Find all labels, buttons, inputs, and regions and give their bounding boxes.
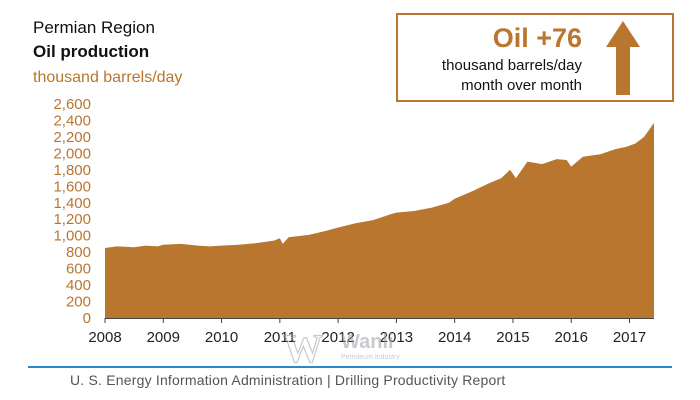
x-tick-label: 2010	[205, 329, 238, 346]
y-tick-label: 2,400	[53, 112, 91, 129]
up-arrow-icon	[606, 21, 640, 95]
x-tick-label: 2012	[321, 329, 354, 346]
x-tick-label: 2008	[88, 329, 121, 346]
area-series-oil-production	[105, 122, 654, 319]
y-tick-label: 800	[66, 244, 91, 261]
y-tick-label: 1,800	[53, 162, 91, 179]
footer-source: U. S. Energy Information Administration …	[70, 372, 506, 388]
area-chart: 02004006008001,0001,2001,4001,6001,8002,…	[53, 96, 654, 346]
unit-label: thousand barrels/day	[33, 69, 183, 86]
x-tick-label: 2009	[147, 329, 180, 346]
callout-period: month over month	[461, 77, 582, 94]
callout-unit: thousand barrels/day	[441, 57, 582, 74]
callout-headline: Oil +76	[492, 23, 582, 53]
footer-divider	[28, 366, 672, 368]
y-axis: 02004006008001,0001,2001,4001,6001,8002,…	[53, 96, 91, 327]
x-tick-label: 2014	[438, 329, 471, 346]
x-tick-label: 2013	[380, 329, 413, 346]
chart-title: Oil production	[33, 42, 150, 61]
y-tick-label: 600	[66, 261, 91, 278]
watermark-text: Wanli	[341, 331, 394, 353]
y-tick-label: 2,600	[53, 96, 91, 113]
y-tick-label: 400	[66, 277, 91, 294]
x-axis: 2008 2009 2010 2011 2012 2013 2014 2015 2016 2017	[88, 318, 654, 346]
y-tick-label: 1,200	[53, 211, 91, 228]
watermark-logo: W Wanli Petroleum Industry	[283, 326, 400, 370]
y-tick-label: 1,600	[53, 178, 91, 195]
y-tick-label: 2,200	[53, 129, 91, 146]
svg-text:W: W	[283, 326, 323, 370]
y-tick-label: 200	[66, 294, 91, 311]
y-tick-label: 2,000	[53, 145, 91, 162]
x-tick-label: 2015	[496, 329, 529, 346]
x-tick-label: 2016	[555, 329, 588, 346]
y-tick-label: 0	[83, 310, 91, 327]
plot-area	[105, 122, 654, 319]
watermark-subtext: Petroleum Industry	[341, 354, 400, 361]
x-tick-label: 2011	[264, 329, 296, 346]
region-title: Permian Region	[33, 18, 155, 37]
x-tick-label: 2017	[613, 329, 646, 346]
y-tick-label: 1,400	[53, 195, 91, 212]
change-callout: Oil +76 thousand barrels/day month over …	[396, 13, 674, 102]
y-tick-label: 1,000	[53, 228, 91, 245]
